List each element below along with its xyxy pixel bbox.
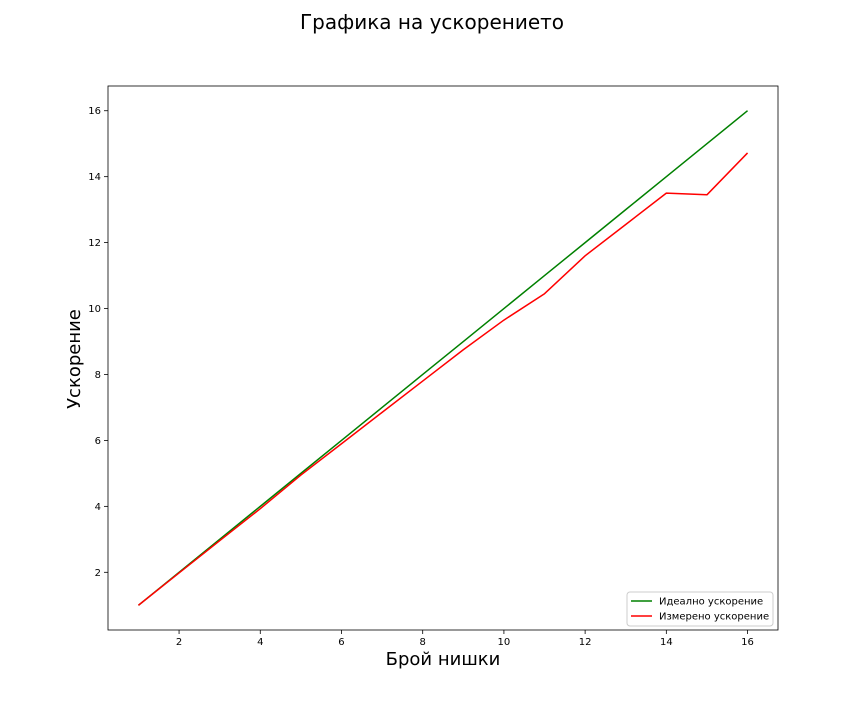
y-tick-label: 6 (95, 436, 101, 447)
y-tick-label: 4 (95, 502, 101, 513)
legend-frame (626, 591, 774, 627)
x-tick-label: 12 (579, 637, 592, 648)
x-axis-label: Брой нишки (386, 649, 501, 670)
legend: Идеално ускорение Измерено ускорение (626, 591, 774, 627)
chart-title: Графика на ускорението (300, 10, 564, 34)
y-tick-label: 16 (88, 106, 101, 117)
y-tick-label: 10 (88, 304, 101, 315)
y-tick-label: 14 (88, 172, 101, 183)
legend-label-1: Идеално ускорение (659, 597, 763, 608)
x-tick-label: 16 (741, 637, 754, 648)
x-tick-label: 8 (420, 637, 426, 648)
x-tick-label: 10 (498, 637, 511, 648)
plot-frame (107, 85, 779, 631)
legend-label-2: Измерено ускорение (659, 612, 769, 623)
series-line-2 (137, 152, 749, 606)
x-tick-label: 6 (338, 637, 344, 648)
y-tick-label: 12 (88, 238, 101, 249)
x-tick-label: 14 (660, 637, 673, 648)
plot-area: 2 4 6 8 10 12 14 16 2 4 6 8 10 12 14 16 (88, 85, 779, 648)
y-tick-label: 2 (95, 568, 101, 579)
y-axis-label: Ускорение (64, 309, 85, 409)
y-tick-label: 8 (95, 370, 101, 381)
x-tick-label: 2 (176, 637, 182, 648)
x-tick-label: 4 (257, 637, 263, 648)
series-line-1 (137, 110, 749, 606)
